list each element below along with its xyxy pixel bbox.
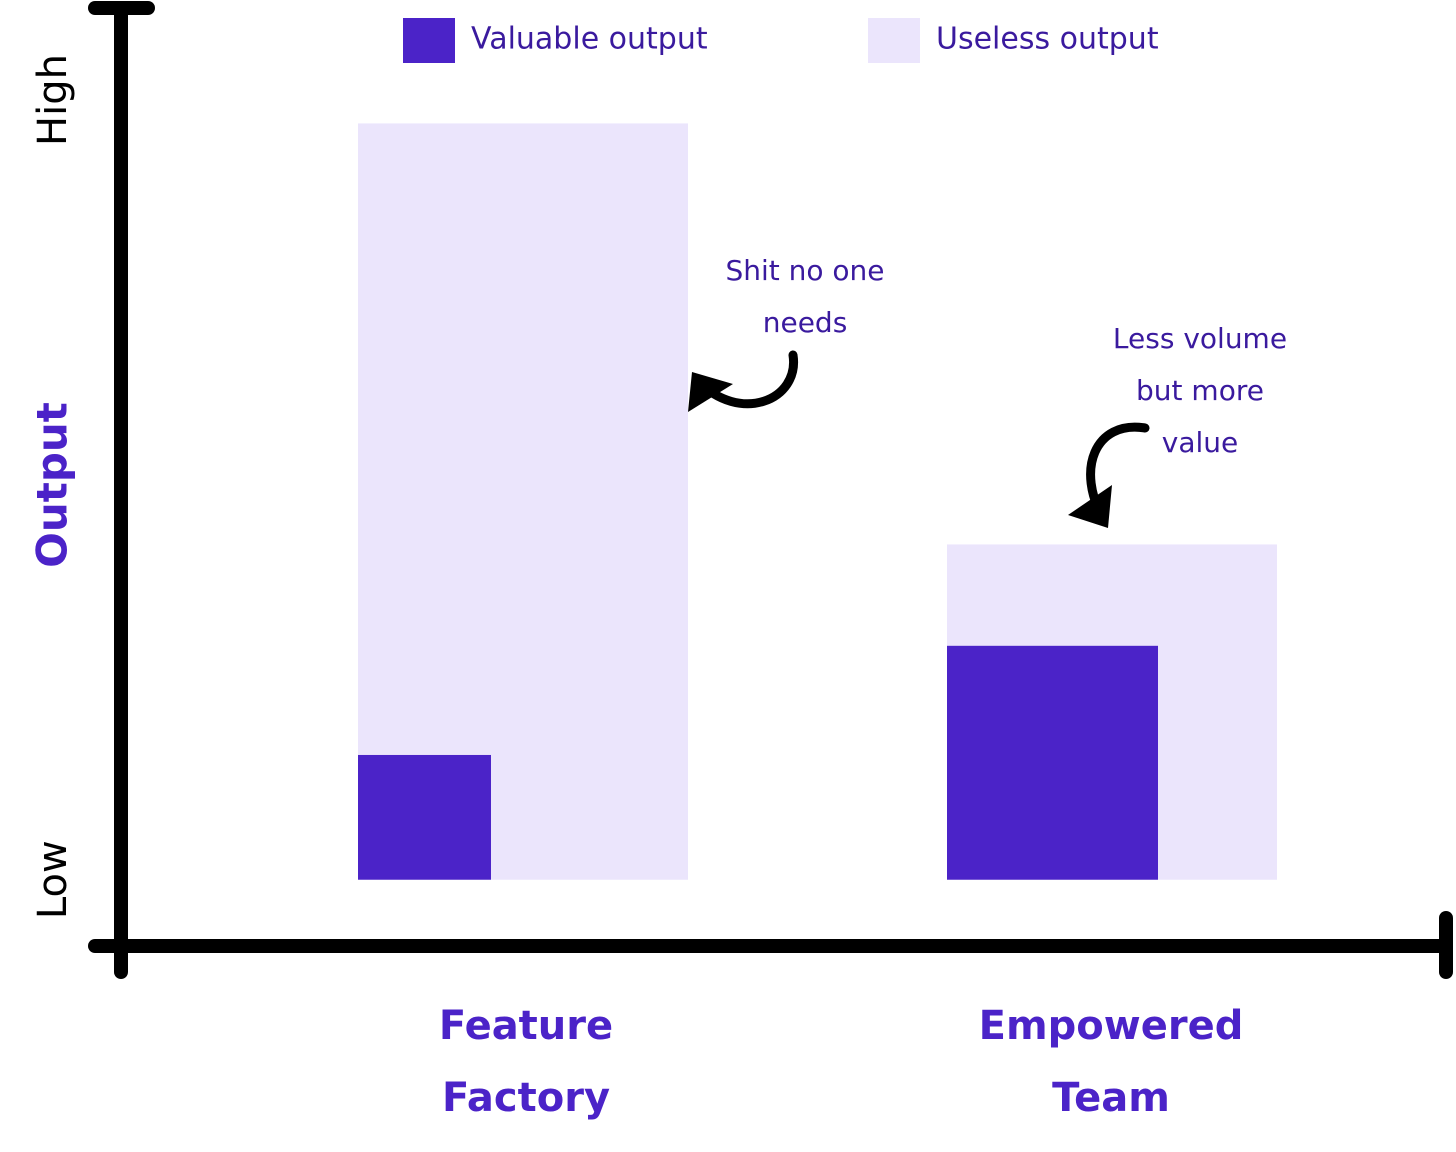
- annotation: Shit no one: [725, 254, 884, 287]
- arrow-head: [688, 372, 733, 412]
- annotation: value: [1162, 426, 1238, 459]
- legend-label: Valuable output: [471, 22, 708, 57]
- x-tick-label: Empowered Team: [978, 1003, 1244, 1121]
- bar: [358, 754, 491, 880]
- annotation: needs: [763, 306, 848, 339]
- arrow-head: [1068, 485, 1112, 528]
- x-tick-label: Feature Factory: [438, 1003, 614, 1121]
- annotation: but more: [1136, 374, 1264, 407]
- y-tick-label: High: [30, 54, 76, 146]
- annotation: Less volume: [1113, 322, 1287, 355]
- bar: [947, 645, 1158, 880]
- y-axis-label: Output: [28, 402, 77, 568]
- y-tick-label: Low: [30, 840, 76, 919]
- bar: [358, 123, 688, 880]
- legend-swatch: [868, 18, 920, 63]
- legend-label: Useless output: [936, 22, 1159, 57]
- legend-swatch: [403, 18, 455, 63]
